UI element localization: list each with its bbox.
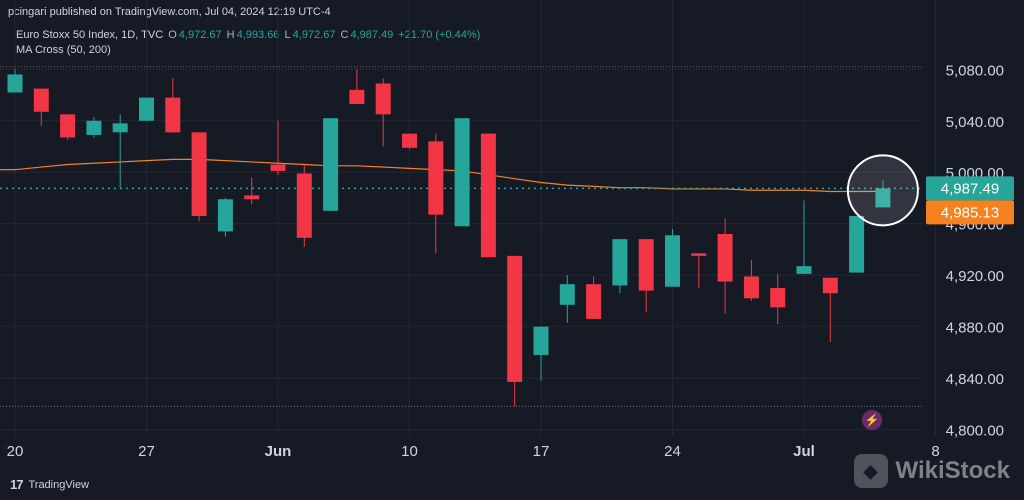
legend-row-ohlc: Euro Stoxx 50 Index, 1D, TVC O 4,972.67 H… xyxy=(16,28,482,43)
x-tick-label: 24 xyxy=(664,443,681,460)
last-price-label: 4,987.49 xyxy=(941,180,999,197)
tradingview-brand: TradingView xyxy=(28,478,90,491)
last-price-tag xyxy=(926,176,1014,201)
candle-body xyxy=(349,89,365,105)
change-value: +21.70 (+0.44%) xyxy=(398,29,481,41)
candle-body xyxy=(217,199,233,232)
candle-body xyxy=(480,133,496,258)
candle-body xyxy=(60,114,76,138)
ma-price-tag xyxy=(926,200,1014,225)
candle-body xyxy=(717,233,733,282)
candle-body xyxy=(665,235,680,287)
y-tick-label: 4,920.00 xyxy=(946,268,1004,285)
publisher-attribution: pcingari published on TradingView.com, J… xyxy=(8,6,331,18)
lightning-icon[interactable]: ⚡ xyxy=(862,410,882,430)
candle-body xyxy=(33,88,49,112)
candle-body xyxy=(270,164,286,171)
y-tick-label: 5,040.00 xyxy=(946,114,1004,131)
candle-body xyxy=(849,215,865,273)
x-tick-label: Jun xyxy=(265,443,292,460)
indicator-label[interactable]: MA Cross (50, 200) xyxy=(16,44,111,56)
candle-body xyxy=(86,120,102,135)
candle-body xyxy=(533,326,549,355)
low-label: L xyxy=(284,29,291,41)
candle-body xyxy=(822,277,838,294)
close-value: 4,987.49 xyxy=(350,29,394,41)
y-tick-label: 4,840.00 xyxy=(946,371,1004,388)
x-tick-label: Jul xyxy=(793,443,815,460)
candle-body xyxy=(507,255,523,382)
candle-body xyxy=(191,132,207,216)
candle-body xyxy=(638,239,654,291)
x-tick-label: 10 xyxy=(401,443,418,460)
x-tick-label: 17 xyxy=(533,443,550,460)
wikistock-watermark: ◆ WikiStock xyxy=(853,454,1010,488)
x-tick-label: 8 xyxy=(931,443,939,460)
x-axis: 20 27 Jun 10 17 24 Jul 8 xyxy=(7,443,940,460)
candle-body xyxy=(612,239,628,286)
candle-body xyxy=(454,118,470,227)
low-value: 4,972.67 xyxy=(292,29,336,41)
symbol-title[interactable]: Euro Stoxx 50 Index, 1D, TVC xyxy=(16,29,164,41)
candle-body xyxy=(559,284,575,305)
candles xyxy=(7,69,891,407)
ma-price-label: 4,985.13 xyxy=(941,204,999,221)
candle-body xyxy=(770,288,786,308)
tradingview-footer: 17 TradingView xyxy=(10,477,89,492)
chart-legend: Euro Stoxx 50 Index, 1D, TVC O 4,972.67 H… xyxy=(16,28,482,58)
wikistock-text: WikiStock xyxy=(895,457,1010,484)
wikistock-logo-icon: ◆ xyxy=(853,454,888,488)
high-value: 4,993.66 xyxy=(236,29,280,41)
candle-body xyxy=(323,118,339,211)
candle-body xyxy=(139,97,154,121)
x-tick-label: 27 xyxy=(138,443,155,460)
tradingview-logo-icon: 17 xyxy=(10,477,24,492)
open-value: 4,972.67 xyxy=(178,29,222,41)
y-tick-label: 4,880.00 xyxy=(946,320,1004,337)
candle-body xyxy=(112,123,128,133)
y-axis: 5,080.005,040.005,000.004,960.004,920.00… xyxy=(946,62,1004,439)
candle-body xyxy=(7,74,23,93)
candle-body xyxy=(165,97,181,133)
highlight-circle xyxy=(846,154,919,227)
candle-body xyxy=(875,188,891,208)
candle-body xyxy=(402,133,417,148)
candle-body xyxy=(796,266,812,274)
candle-body xyxy=(375,83,391,115)
y-tick-label: 5,080.00 xyxy=(946,62,1004,79)
close-label: C xyxy=(340,29,349,41)
high-label: H xyxy=(226,29,235,41)
candle-body xyxy=(244,195,260,200)
open-label: O xyxy=(168,29,177,41)
candle-body xyxy=(296,173,312,238)
y-tick-label: 4,800.00 xyxy=(946,423,1004,440)
candle-body xyxy=(691,253,707,256)
candle-body xyxy=(586,284,602,319)
candle-body xyxy=(743,276,759,299)
candle-body xyxy=(428,141,444,215)
x-tick-label: 20 xyxy=(7,443,24,460)
